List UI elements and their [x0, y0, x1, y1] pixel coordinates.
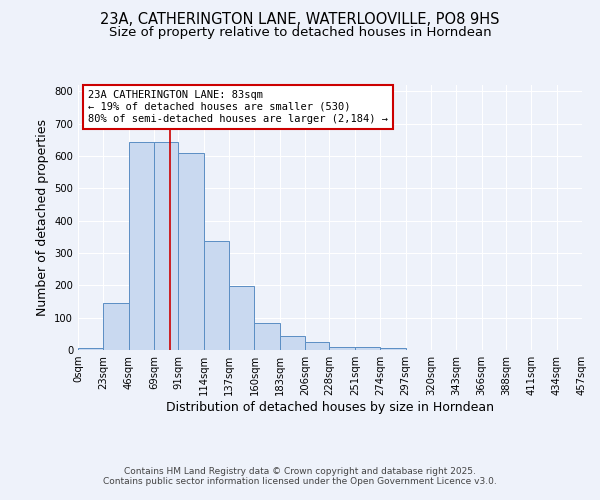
Bar	[355, 347, 380, 350]
Text: 23A CATHERINGTON LANE: 83sqm
← 19% of detached houses are smaller (530)
80% of s: 23A CATHERINGTON LANE: 83sqm ← 19% of de…	[88, 90, 388, 124]
Y-axis label: Number of detached properties: Number of detached properties	[36, 119, 49, 316]
Text: Size of property relative to detached houses in Horndean: Size of property relative to detached ho…	[109, 26, 491, 39]
Bar	[78, 348, 103, 350]
Text: Contains public sector information licensed under the Open Government Licence v3: Contains public sector information licen…	[103, 477, 497, 486]
Bar	[329, 347, 355, 350]
Bar	[204, 241, 229, 350]
Bar	[305, 342, 329, 350]
Bar	[103, 303, 129, 350]
X-axis label: Distribution of detached houses by size in Horndean: Distribution of detached houses by size …	[166, 401, 494, 414]
Bar	[229, 286, 254, 350]
Bar	[154, 142, 178, 350]
Text: 23A, CATHERINGTON LANE, WATERLOOVILLE, PO8 9HS: 23A, CATHERINGTON LANE, WATERLOOVILLE, P…	[100, 12, 500, 28]
Bar	[178, 153, 204, 350]
Bar	[254, 323, 280, 350]
Bar	[280, 336, 305, 350]
Bar	[129, 142, 154, 350]
Bar	[380, 348, 406, 350]
Text: Contains HM Land Registry data © Crown copyright and database right 2025.: Contains HM Land Registry data © Crown c…	[124, 467, 476, 476]
